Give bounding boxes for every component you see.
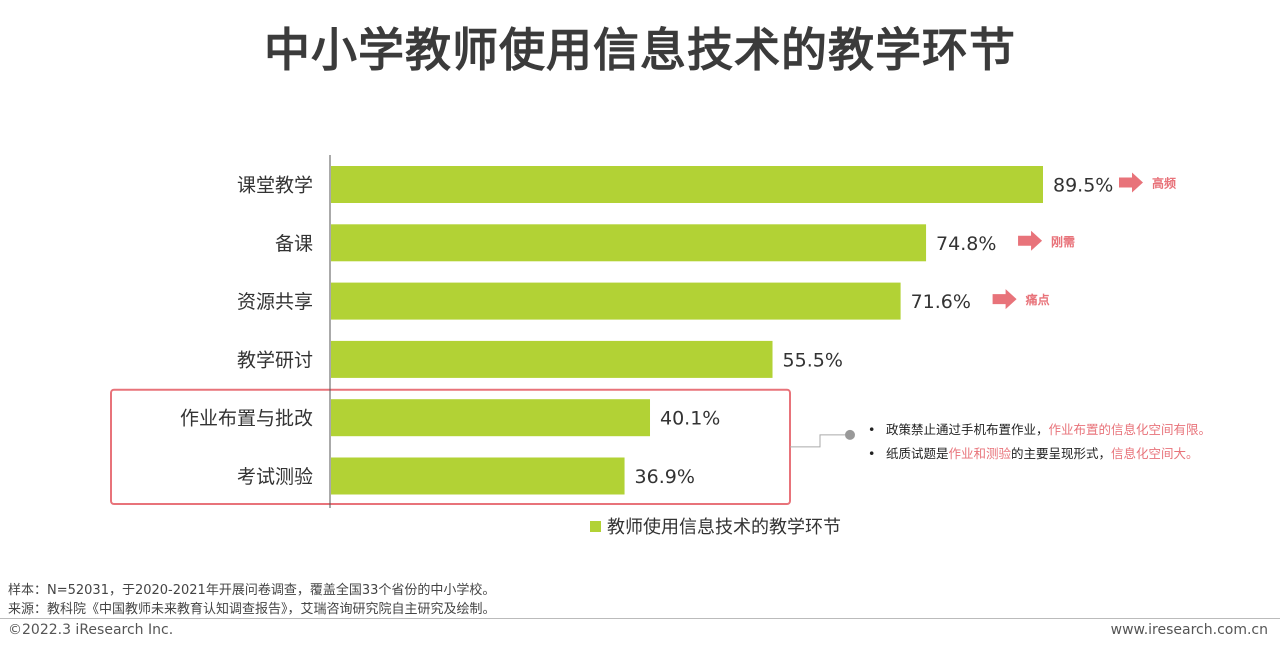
note-1: • 政策禁止通过手机布置作业， 作业布置的信息化空间有限。 bbox=[868, 418, 1211, 442]
chart-title: 中小学教师使用信息技术的教学环节 bbox=[264, 23, 1016, 77]
footer-divider bbox=[0, 618, 1280, 619]
arrow-icon bbox=[1018, 230, 1043, 251]
note-2-highlight-2: 信息化空间大。 bbox=[1111, 446, 1199, 461]
legend-swatch bbox=[590, 520, 601, 532]
legend: 教师使用信息技术的教学环节 bbox=[590, 513, 841, 539]
source-note: 来源：教科院《中国教师未来教育认知调查报告》，艾瑞咨询研究院自主研究及绘制。 bbox=[8, 602, 496, 617]
note-bullet: • bbox=[868, 446, 876, 461]
category-label: 备课 bbox=[275, 233, 313, 255]
data-label: 36.9% bbox=[635, 466, 695, 488]
data-label: 71.6% bbox=[911, 291, 971, 313]
legend-label: 教师使用信息技术的教学环节 bbox=[607, 517, 841, 538]
tag-label: 高频 bbox=[1152, 176, 1176, 191]
bar bbox=[331, 457, 625, 495]
category-label: 资源共享 bbox=[237, 291, 313, 313]
bar bbox=[331, 282, 901, 320]
note-1-highlight: 作业布置的信息化空间有限。 bbox=[1048, 422, 1212, 437]
data-label: 89.5% bbox=[1053, 175, 1113, 197]
copyright: ©2022.3 iResearch Inc. bbox=[8, 622, 174, 638]
note-2-text: 纸质试题是 bbox=[886, 446, 949, 461]
bar bbox=[331, 399, 651, 437]
note-2-after: 的主要呈现形式， bbox=[1011, 446, 1112, 461]
category-label: 教学研讨 bbox=[237, 349, 313, 371]
website: www.iresearch.com.cn bbox=[1110, 622, 1268, 638]
bar bbox=[331, 340, 773, 378]
bar bbox=[331, 166, 1043, 203]
sample-note: 样本：N=52031，于2020-2021年开展问卷调查，覆盖全国33个省份的中… bbox=[8, 583, 496, 598]
arrow-icon bbox=[992, 289, 1017, 310]
bar bbox=[331, 224, 927, 262]
data-label: 74.8% bbox=[936, 233, 996, 255]
note-2: • 纸质试题是 作业和测验 的主要呈现形式， 信息化空间大。 bbox=[868, 442, 1211, 466]
category-label: 课堂教学 bbox=[237, 175, 313, 197]
annotation-notes: • 政策禁止通过手机布置作业， 作业布置的信息化空间有限。 • 纸质试题是 作业和测… bbox=[868, 418, 1211, 466]
tag-label: 痛点 bbox=[1025, 292, 1050, 307]
note-2-highlight: 作业和测验 bbox=[948, 446, 1012, 461]
data-label: 55.5% bbox=[783, 349, 843, 371]
note-1-text: 政策禁止通过手机布置作业， bbox=[886, 422, 1049, 437]
connector-line bbox=[790, 434, 850, 448]
connector-dot bbox=[845, 429, 855, 440]
category-label: 作业布置与批改 bbox=[180, 408, 313, 430]
note-bullet: • bbox=[868, 422, 876, 437]
data-label: 40.1% bbox=[660, 408, 720, 430]
category-label: 考试测验 bbox=[237, 466, 313, 488]
arrow-icon bbox=[1119, 172, 1143, 193]
tag-label: 刚需 bbox=[1051, 235, 1075, 249]
